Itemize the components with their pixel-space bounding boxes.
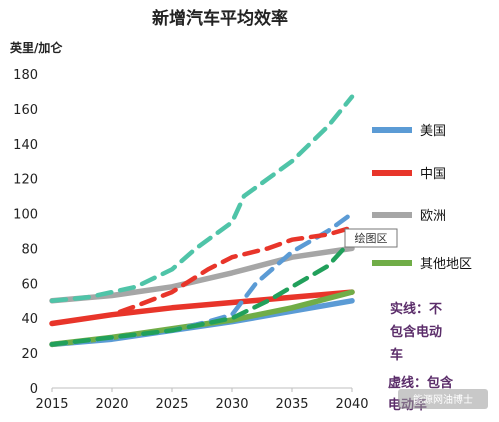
legend-label: 中国 (420, 167, 446, 182)
x-axis: 2015 2020 2025 2030 2035 2040 (35, 388, 369, 412)
x-tick-label: 2025 (155, 397, 188, 412)
dashed-series-line-5 (49, 225, 355, 326)
tooltip-box (344, 228, 398, 248)
y-axis-label: 英里/加仑 (10, 40, 63, 55)
y-tick-label: 40 (21, 312, 38, 327)
x-tick-label: 2040 (335, 397, 368, 412)
y-tick-label: 140 (13, 138, 38, 153)
y-axis: 0 20 40 60 80 100 120 140 160 180 (13, 68, 38, 397)
y-tick-label: 160 (13, 103, 38, 118)
solid-note-line: 车 (390, 347, 403, 363)
watermark-text: 能源网油博士 (413, 393, 473, 406)
y-tick-label: 0 (30, 382, 38, 397)
dashed-series-group (49, 94, 355, 347)
y-tick-label: 120 (13, 173, 38, 188)
watermark-bg (398, 389, 488, 409)
y-tick-label: 100 (13, 208, 38, 223)
y-tick-label: 80 (21, 242, 38, 257)
solid-note-line: 包含电动 (390, 324, 442, 340)
legend-label: 欧洲 (420, 209, 446, 224)
dashed-series-line-7 (49, 237, 355, 347)
chart-title: 新增汽车平均效率 (152, 8, 288, 29)
watermark: 能源网油博士 (398, 389, 488, 409)
y-tick-label: 20 (21, 347, 38, 362)
x-tick-label: 2035 (275, 397, 308, 412)
dashed-series-line-6 (49, 94, 355, 304)
tooltip-label: 绘图区 (355, 231, 388, 245)
y-tick-label: 180 (13, 68, 38, 83)
legend-label: 美国 (420, 124, 446, 139)
x-tick-label: 2020 (95, 397, 128, 412)
y-tick-label: 60 (21, 277, 38, 292)
solid-note-line: 实线：不 (390, 301, 442, 317)
tooltip: 绘图区 (344, 228, 398, 248)
dashed-note-line: 虚线：包含 (388, 375, 454, 391)
x-tick-label: 2015 (35, 397, 68, 412)
x-tick-label: 2030 (215, 397, 248, 412)
legend-label: 其他地区 (420, 257, 472, 272)
